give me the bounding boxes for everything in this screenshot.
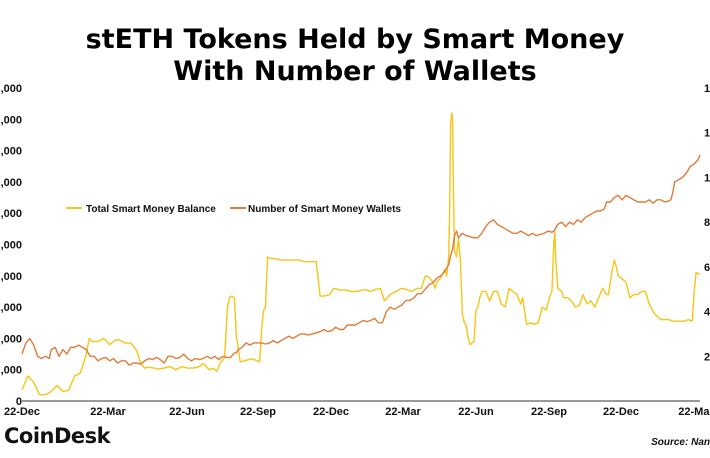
chart-title: stETH Tokens Held by Smart Money With Nu…	[86, 24, 625, 87]
y-left-tick-label: ,000	[1, 146, 22, 158]
chart-title-line-2: With Number of Wallets	[173, 56, 536, 87]
y-right-tick-label: 1	[704, 83, 710, 95]
x-tick-label: 22-Dec	[603, 406, 639, 418]
series-line-total-smart-money-balance	[21, 112, 701, 396]
legend-label-wallets: Number of Smart Money Wallets	[248, 204, 401, 215]
series-layer	[21, 112, 701, 396]
y-left-tick-label: ,000	[1, 333, 22, 345]
y-left-tick-label: 0	[16, 396, 22, 408]
chart-title-line-1: stETH Tokens Held by Smart Money	[86, 24, 625, 55]
y-left-tick-label: ,000	[1, 302, 22, 314]
y-left-tick-label: ,000	[1, 365, 22, 377]
y-right-tick-label: 1	[704, 172, 710, 184]
x-tick-label: 22-Jun	[169, 406, 205, 418]
legend: Total Smart Money Balance Number of Smar…	[66, 204, 401, 215]
x-tick-label: 22-Mar	[90, 406, 126, 418]
legend-label-balance: Total Smart Money Balance	[86, 204, 216, 215]
y-right-tick-label: 4	[704, 307, 710, 319]
y-axis-left: 0 ,000 ,000 ,000 ,000 ,000 ,000 ,000 ,000 ,000 ,00…	[1, 83, 22, 408]
series-line-number-of-smart-money-wallets	[21, 154, 701, 366]
x-axis: 22-Dec 22-Mar 22-Jun 22-Sep 22-Dec 22-Mar 22-J…	[4, 406, 710, 418]
x-tick-label: 22-Sep	[240, 406, 276, 418]
y-right-tick-label: 1	[704, 128, 710, 140]
y-right-tick-label: 8	[704, 217, 710, 229]
source-note: Source: Nan	[651, 437, 710, 448]
x-tick-label: 22-Mar	[678, 406, 710, 418]
x-tick-label: 22-Sep	[531, 406, 567, 418]
y-right-tick-label: 2	[704, 351, 710, 363]
y-left-tick-label: ,000	[1, 177, 22, 189]
x-tick-label: 22-Jun	[458, 406, 494, 418]
y-axis-right: 2 4 6 8 1 1 1	[704, 83, 710, 363]
x-tick-label: 22-Dec	[313, 406, 349, 418]
y-left-tick-label: ,000	[1, 208, 22, 220]
y-left-tick-label: ,000	[1, 240, 22, 252]
coindesk-logo: CoinDesk	[4, 424, 111, 448]
y-left-tick-label: ,000	[1, 271, 22, 283]
y-right-tick-label: 6	[704, 262, 710, 274]
y-left-tick-label: ,000	[1, 114, 22, 126]
x-tick-label: 22-Mar	[385, 406, 421, 418]
x-tick-label: 22-Dec	[4, 406, 40, 418]
y-left-tick-label: ,000	[1, 83, 22, 95]
